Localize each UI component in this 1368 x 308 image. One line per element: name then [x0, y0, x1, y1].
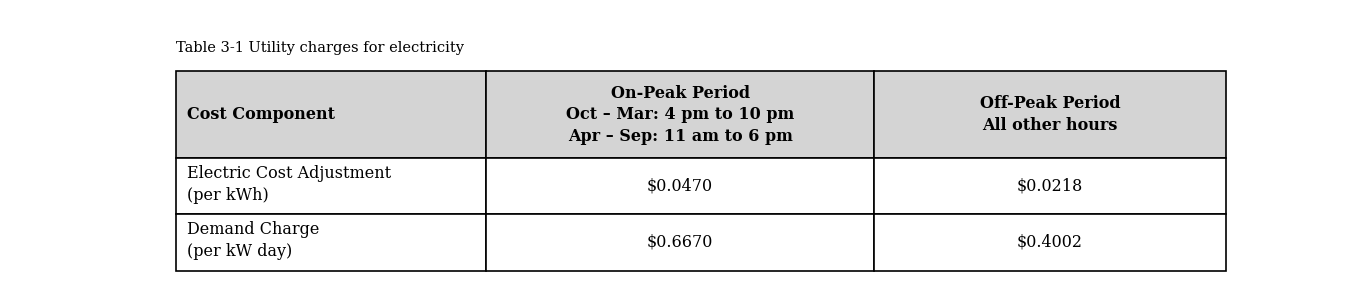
Text: Off-Peak Period
All other hours: Off-Peak Period All other hours [979, 95, 1120, 134]
Bar [486, 71, 874, 158]
Text: Table 3-1 Utility charges for electricity: Table 3-1 Utility charges for electricit… [176, 41, 464, 55]
Bar [874, 214, 1226, 270]
Bar [176, 71, 486, 158]
Text: Cost Component: Cost Component [187, 106, 335, 123]
Bar [486, 158, 874, 214]
Text: $0.0470: $0.0470 [647, 178, 713, 195]
Bar [874, 158, 1226, 214]
Bar [874, 71, 1226, 158]
Bar [486, 214, 874, 270]
Bar [176, 214, 486, 270]
Text: Demand Charge
(per kW day): Demand Charge (per kW day) [187, 221, 319, 260]
Text: $0.0218: $0.0218 [1016, 178, 1083, 195]
Text: $0.4002: $0.4002 [1016, 234, 1083, 251]
Text: On-Peak Period
Oct – Mar: 4 pm to 10 pm
Apr – Sep: 11 am to 6 pm: On-Peak Period Oct – Mar: 4 pm to 10 pm … [566, 85, 795, 145]
Text: $0.6670: $0.6670 [647, 234, 713, 251]
Bar [176, 158, 486, 214]
Text: Electric Cost Adjustment
(per kWh): Electric Cost Adjustment (per kWh) [187, 165, 391, 204]
